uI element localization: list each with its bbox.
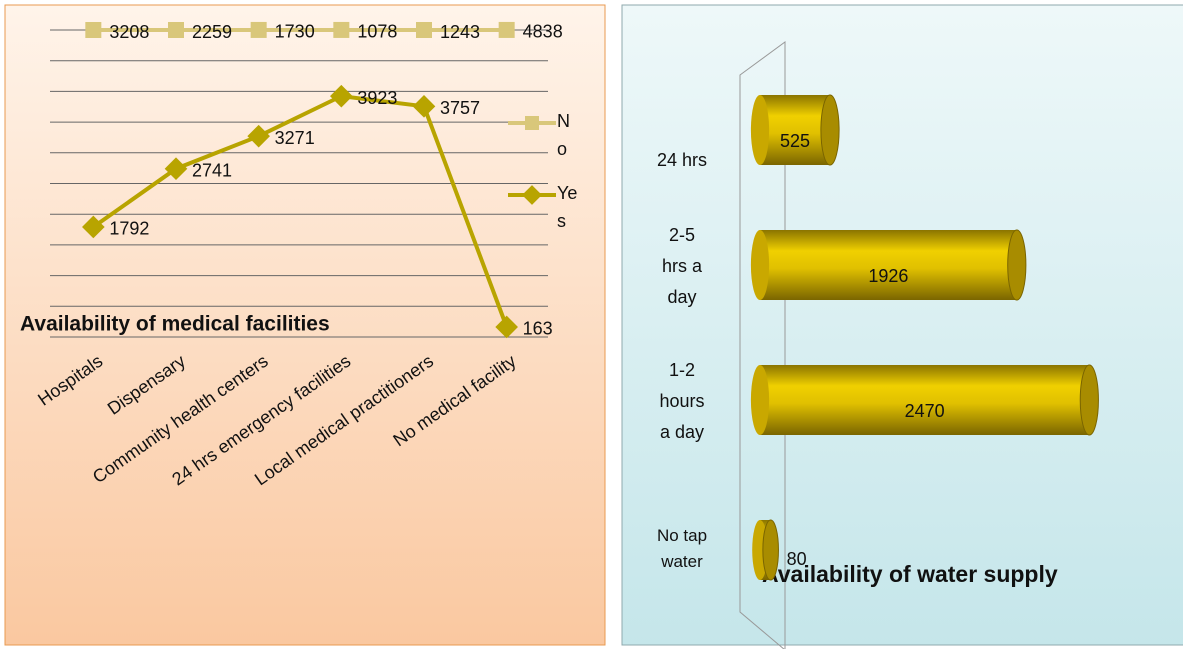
- bar: [750, 94, 840, 166]
- marker: [495, 315, 518, 339]
- data-label: 4838: [523, 22, 563, 42]
- marker: [416, 22, 432, 38]
- data-label: 3271: [275, 128, 315, 148]
- y-tick-label: 1-2 hours a day: [659, 360, 705, 442]
- bar: [752, 519, 779, 581]
- series-line: [92, 94, 509, 328]
- legend-label: No: [557, 111, 570, 159]
- bar: [750, 364, 1099, 436]
- chart-title: Availability of water supply: [762, 561, 1058, 587]
- right-panel: [621, 4, 1183, 646]
- marker: [82, 215, 105, 239]
- back-wall: [739, 41, 786, 649]
- marker: [498, 21, 515, 38]
- marker: [168, 22, 184, 38]
- data-label: 163: [523, 319, 553, 339]
- data-label: 525: [780, 131, 810, 151]
- marker: [330, 84, 353, 108]
- data-label: 1730: [275, 22, 315, 42]
- data-label: 1792: [109, 219, 149, 239]
- y-tick-label: No tap water: [656, 526, 708, 571]
- chart-title: Availability of medical facilities: [20, 313, 330, 336]
- marker: [333, 21, 350, 38]
- data-label: 1926: [868, 266, 908, 286]
- marker: [250, 21, 267, 38]
- marker: [412, 95, 436, 118]
- data-label: 80: [787, 549, 807, 569]
- data-label: 2259: [192, 22, 232, 42]
- y-tick-label: 2-5 hrs a day: [661, 225, 703, 307]
- marker: [247, 124, 270, 148]
- data-label: 3923: [357, 88, 397, 108]
- data-label: 2741: [192, 160, 232, 180]
- data-label: 3757: [440, 98, 480, 118]
- data-label: 1078: [357, 22, 397, 42]
- legend-label: Yes: [557, 183, 578, 231]
- data-label: 3208: [109, 22, 149, 42]
- marker: [85, 22, 102, 38]
- legend-marker: [525, 116, 539, 130]
- data-label: 1243: [440, 22, 480, 42]
- bar: [750, 229, 1027, 301]
- y-tick-label: 24 hrs: [656, 150, 708, 170]
- data-label: 2470: [905, 401, 945, 421]
